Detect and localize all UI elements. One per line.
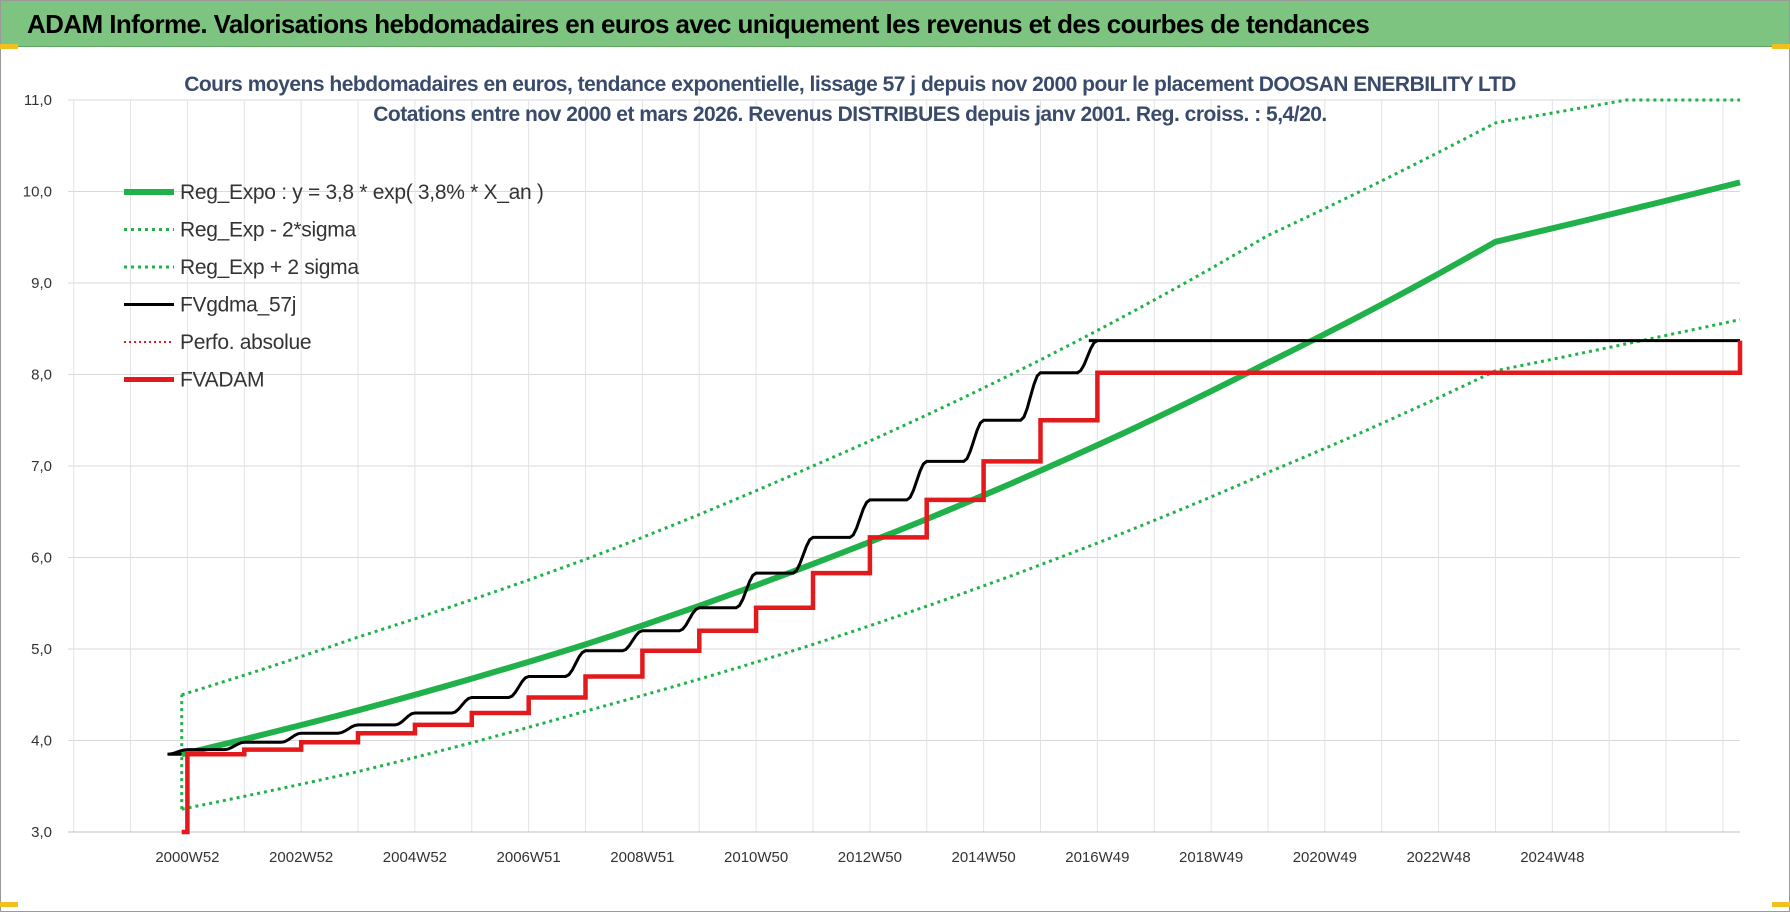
chart-title-line1: Cours moyens hebdomadaires en euros, ten…: [184, 73, 1516, 96]
corner-marker: [0, 44, 18, 49]
legend-label: FVgdma_57j: [180, 294, 296, 317]
legend-label: Perfo. absolue: [180, 331, 311, 354]
x-tick-label: 2012W50: [838, 849, 902, 866]
legend-label: Reg_Exp + 2 sigma: [180, 256, 359, 279]
y-tick-label: 10,0: [23, 184, 52, 201]
x-tick-label: 2010W50: [724, 849, 788, 866]
y-tick-label: 11,0: [24, 92, 52, 109]
chart-title: Cours moyens hebdomadaires en euros, ten…: [150, 70, 1550, 130]
y-tick-label: 3,0: [31, 824, 52, 841]
x-tick-label: 2006W51: [497, 849, 561, 866]
x-tick-label: 2000W52: [155, 849, 219, 866]
x-tick-label: 2008W51: [610, 849, 674, 866]
x-tick-label: 2004W52: [383, 849, 447, 866]
x-tick-label: 2024W48: [1520, 849, 1584, 866]
x-tick-label: 2002W52: [269, 849, 333, 866]
x-tick-label: 2022W48: [1406, 849, 1470, 866]
x-tick-label: 2014W50: [952, 849, 1016, 866]
legend-label: Reg_Expo : y = 3,8 * exp( 3,8% * X_an ): [180, 181, 544, 204]
corner-marker: [0, 902, 18, 907]
page-title: ADAM Informe. Valorisations hebdomadaire…: [27, 9, 1370, 39]
legend-label: FVADAM: [180, 369, 264, 392]
series-reg-expo: [181, 179, 1741, 758]
series-fvadam: [181, 340, 1743, 835]
series-fvgdma-57j: [167, 339, 1740, 756]
y-tick-label: 5,0: [31, 641, 52, 658]
legend-label: Reg_Exp - 2*sigma: [180, 219, 356, 242]
y-tick-label: 6,0: [31, 550, 52, 567]
y-tick-label: 7,0: [31, 458, 52, 475]
y-tick-label: 9,0: [31, 275, 52, 292]
y-tick-label: 8,0: [31, 367, 52, 384]
header-banner: ADAM Informe. Valorisations hebdomadaire…: [1, 1, 1789, 47]
corner-marker: [1772, 902, 1790, 907]
series-reg-minus-2sigma: [181, 318, 1741, 811]
chart-title-line2: Cotations entre nov 2000 et mars 2026. R…: [373, 103, 1327, 126]
corner-marker: [1772, 44, 1790, 49]
x-tick-label: 2018W49: [1179, 849, 1243, 866]
x-tick-label: 2020W49: [1293, 849, 1357, 866]
y-tick-label: 4,0: [31, 733, 52, 750]
x-tick-label: 2016W49: [1065, 849, 1129, 866]
